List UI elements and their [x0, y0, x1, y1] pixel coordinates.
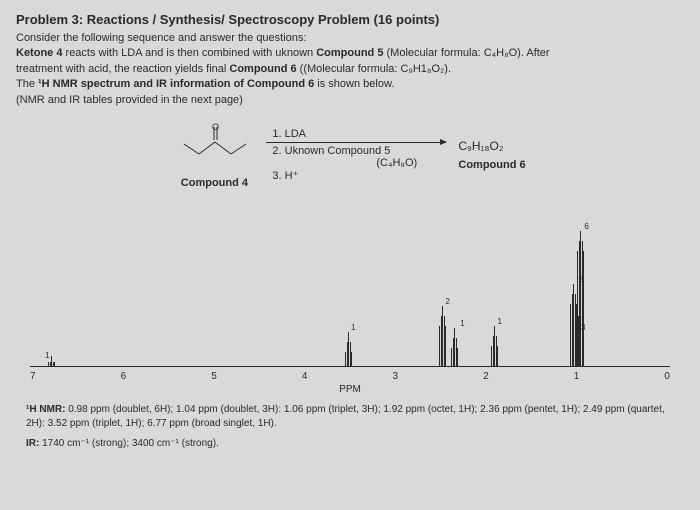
ir-label: IR:: [26, 438, 39, 449]
hnmr-data: ¹H NMR: 0.98 ppm (doublet, 6H); 1.04 ppm…: [16, 403, 684, 431]
intro-line5: (NMR and IR tables provided in the next …: [16, 93, 684, 108]
spectrum-peak: [351, 352, 352, 366]
peak-integration-label: 1: [460, 319, 464, 328]
step1-label: 1. LDA: [266, 128, 306, 140]
product-formula: C₉H₁₈O₂: [458, 139, 503, 153]
ir-data: IR: 1740 cm⁻¹ (strong); 3400 cm⁻¹ (stron…: [16, 437, 684, 451]
peak-integration-label: 1: [497, 317, 501, 326]
starting-material: O Compound 4: [174, 122, 254, 189]
bold-compound6: Compound 6: [229, 63, 296, 75]
bold-ketone4: Ketone 4: [16, 47, 62, 59]
intro-line1: Consider the following sequence and answ…: [16, 31, 684, 46]
compound6-label: Compound 6: [458, 159, 525, 171]
step2-label: 2. Uknown Compound 5: [272, 145, 390, 157]
spectrum-axis-label: PPM: [16, 384, 684, 395]
axis-tick: 1: [574, 371, 580, 382]
axis-tick: 4: [302, 371, 308, 382]
spectrum-peak: [497, 346, 498, 366]
compound4-label: Compound 4: [174, 177, 254, 189]
axis-tick: 3: [393, 371, 399, 382]
bold-nmr-ir: ¹H NMR spectrum and IR information of Co…: [38, 78, 314, 90]
bold-compound5: Compound 5: [316, 47, 383, 59]
intro-line4: The ¹H NMR spectrum and IR information o…: [16, 77, 684, 92]
intro-line2: Ketone 4 reacts with LDA and is then com…: [16, 46, 684, 61]
reaction-scheme: O Compound 4 1. LDA 2. Uknown Compound 5…: [16, 122, 684, 189]
spectrum-peak: [445, 326, 446, 366]
axis-tick: 5: [211, 371, 217, 382]
peak-integration-label: 2: [445, 297, 449, 306]
peak-integration-label: 1: [45, 351, 49, 360]
nmr-spectrum: 11211336: [30, 197, 670, 367]
axis-tick: 0: [664, 371, 670, 382]
reaction-arrow-icon: [266, 142, 446, 143]
ketone-structure-icon: O: [174, 122, 254, 172]
reaction-conditions: 1. LDA 2. Uknown Compound 5 (C₄H₈O) 3. H…: [266, 128, 446, 182]
axis-tick: 6: [121, 371, 127, 382]
axis-tick: 7: [30, 371, 36, 382]
step2-formula: (C₄H₈O): [266, 157, 417, 169]
intro-line3: treatment with acid, the reaction yields…: [16, 62, 684, 77]
problem-title: Problem 3: Reactions / Synthesis/ Spectr…: [16, 12, 684, 27]
product: C₉H₁₈O₂ Compound 6: [458, 139, 525, 171]
axis-tick: 2: [483, 371, 489, 382]
spectrum-peak: [457, 348, 458, 366]
peak-integration-label: 6: [584, 222, 588, 231]
spectrum-peak: [583, 251, 584, 366]
peak-integration-label: 1: [351, 323, 355, 332]
hnmr-label: ¹H NMR:: [26, 404, 65, 415]
svg-text:O: O: [212, 122, 219, 132]
spectrum-peak: [54, 362, 55, 366]
spectrum-axis-ticks: 7 6 5 4 3 2 1 0: [30, 371, 670, 382]
step3-label: 3. H⁺: [266, 169, 298, 182]
